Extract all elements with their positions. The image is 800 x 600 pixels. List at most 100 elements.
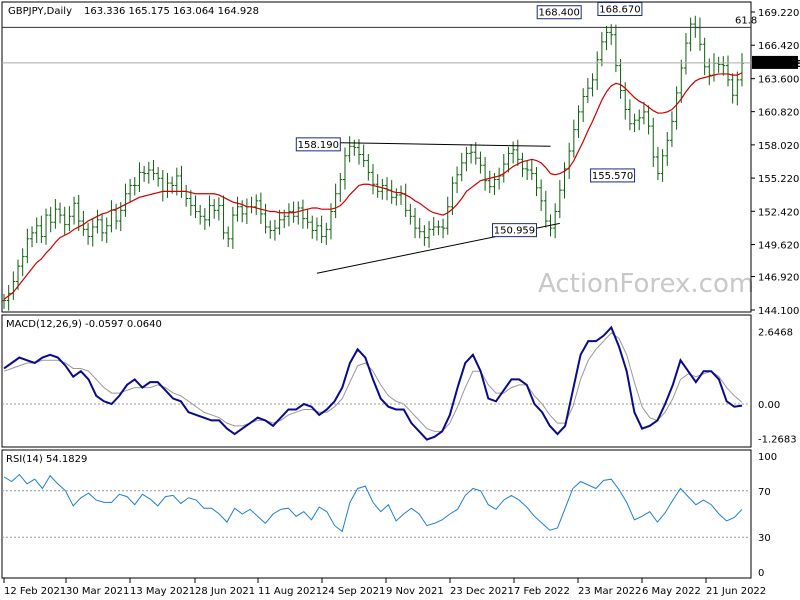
price-bar xyxy=(100,213,105,242)
price-bar xyxy=(553,203,558,239)
rsi-plot xyxy=(2,473,751,538)
x-tick-label: 30 Mar 2021 xyxy=(66,586,129,597)
macd-signal-line xyxy=(3,332,743,432)
price-bar xyxy=(193,195,198,219)
price-bar xyxy=(721,56,726,76)
price-bar xyxy=(660,149,665,182)
price-bar xyxy=(114,203,119,230)
price-bar xyxy=(371,164,375,195)
price-bar xyxy=(646,105,651,135)
price-bar xyxy=(333,183,338,219)
price-bar xyxy=(427,221,432,248)
price-bar xyxy=(725,55,730,87)
price-bar xyxy=(286,203,291,227)
price-bar xyxy=(268,220,273,239)
price-bar xyxy=(543,190,548,228)
price-bar xyxy=(277,209,282,235)
price-bar xyxy=(72,196,77,225)
svg-text:155.570: 155.570 xyxy=(592,171,633,182)
price-bar xyxy=(146,161,151,184)
price-bar xyxy=(483,156,488,191)
price-bar xyxy=(2,293,6,309)
last-price-tag: 164.928 xyxy=(752,55,800,70)
price-bar xyxy=(599,31,604,67)
x-tick-label: 11 Aug 2021 xyxy=(258,586,322,597)
price-bar xyxy=(441,218,446,239)
price-bar xyxy=(618,59,623,99)
price-bar xyxy=(436,220,441,236)
price-bar xyxy=(263,203,268,234)
price-bar xyxy=(585,78,590,103)
price-bar xyxy=(300,199,305,229)
price-bar xyxy=(539,179,544,211)
price-level-label: 158.190 xyxy=(295,137,341,152)
price-bar xyxy=(67,206,72,232)
price-bar xyxy=(244,198,249,224)
rsi-axis: 100 70 30 0 xyxy=(758,452,777,579)
price-bar xyxy=(202,207,207,230)
rsi-tick-label: 0 xyxy=(758,568,764,579)
price-bar xyxy=(258,192,263,224)
price-bar xyxy=(296,201,301,225)
price-bar xyxy=(53,199,58,229)
price-bar xyxy=(198,205,203,225)
price-bar xyxy=(515,139,520,166)
price-bar xyxy=(693,15,698,38)
price-bar xyxy=(590,73,595,97)
macd-axis: 2.6468 0.00 -1.2683 xyxy=(758,328,797,446)
price-bar xyxy=(683,32,688,75)
price-bar xyxy=(39,215,44,243)
price-bar xyxy=(151,159,156,181)
price-bar xyxy=(109,200,114,233)
rsi-tick-label: 100 xyxy=(758,452,777,463)
price-bar xyxy=(221,195,226,240)
price-bar xyxy=(665,132,670,166)
price-bar xyxy=(342,147,347,190)
price-bar xyxy=(730,73,735,104)
resistance-line xyxy=(340,142,551,147)
watermark: ActionForex.com xyxy=(538,269,754,299)
price-bar xyxy=(702,37,707,76)
price-tick-label: 158.020 xyxy=(758,141,799,152)
price-tick-label: 149.620 xyxy=(758,241,799,252)
price-bar xyxy=(627,99,632,131)
price-tick-label: 146.920 xyxy=(758,273,799,284)
price-bar xyxy=(394,188,399,206)
price-bar xyxy=(188,190,193,216)
price-bar xyxy=(16,259,21,290)
price-level-label: 168.400 xyxy=(536,5,582,20)
x-tick-label: 23 Mar 2022 xyxy=(578,586,641,597)
price-bar xyxy=(272,219,277,241)
price-bar xyxy=(562,162,567,199)
price-bar xyxy=(254,194,259,216)
price-tick-label: 163.600 xyxy=(758,75,799,86)
price-bar xyxy=(319,215,324,243)
price-bar xyxy=(469,143,474,164)
price-bar xyxy=(445,196,450,235)
macd-title: MACD(12,26,9) -0.0597 0.0640 xyxy=(6,319,162,330)
price-bar xyxy=(604,25,609,51)
price-bar xyxy=(403,183,408,217)
price-bar xyxy=(697,17,702,51)
price-bar xyxy=(81,210,86,236)
price-axis: 169.220 166.420 163.600 160.820 158.020 155.2… xyxy=(751,8,800,317)
price-bar xyxy=(216,197,221,221)
price-bar xyxy=(497,167,502,190)
svg-text:164.928: 164.928 xyxy=(757,59,800,70)
price-bar xyxy=(104,217,109,243)
price-tick-label: 152.420 xyxy=(758,207,799,218)
x-tick-label: 13 May 2021 xyxy=(130,586,195,597)
price-bar xyxy=(156,167,161,187)
x-tick-label: 12 Feb 2021 xyxy=(4,586,66,597)
chart-ohlc-readout: 163.336 165.175 163.064 164.928 xyxy=(84,6,259,17)
macd-line xyxy=(3,325,743,441)
price-bar xyxy=(34,217,39,243)
price-bar xyxy=(417,218,422,239)
price-bar xyxy=(235,196,240,222)
price-bar xyxy=(380,178,385,200)
macd-tick-label: 0.00 xyxy=(758,400,780,411)
price-bar xyxy=(212,199,217,219)
price-bar xyxy=(160,170,165,202)
price-bar xyxy=(128,178,133,203)
